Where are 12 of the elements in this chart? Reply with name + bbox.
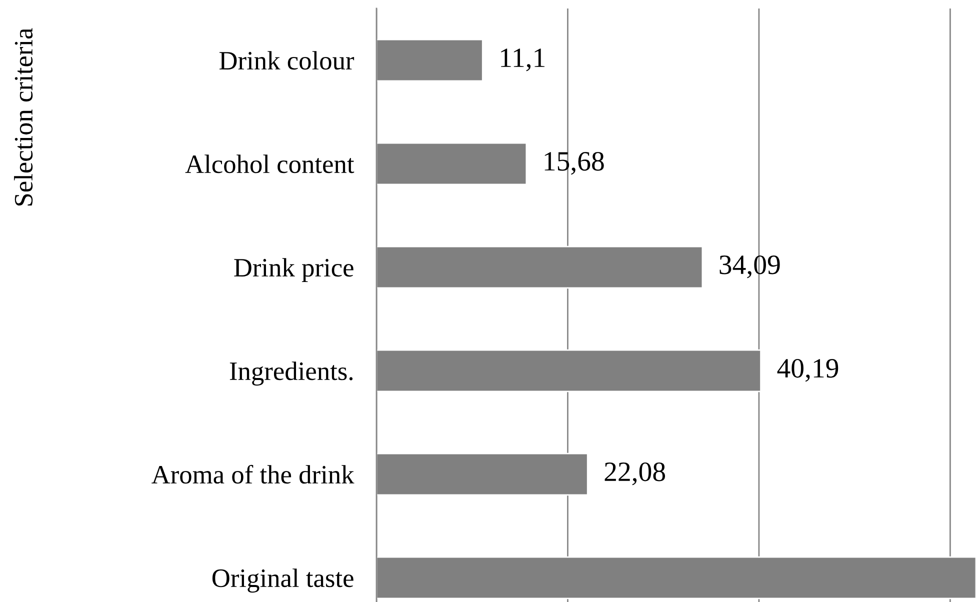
y-tick-label: Ingredients. bbox=[230, 362, 353, 386]
data-label: 34,09 bbox=[720, 255, 780, 278]
data-label: 22,08 bbox=[604, 462, 666, 486]
y-tick-label: Drink price bbox=[234, 258, 354, 282]
data-label: 11,1 bbox=[501, 48, 545, 72]
y-tick-label: Aroma of the drink bbox=[152, 464, 354, 484]
y-tick-label: Drink colour bbox=[219, 51, 354, 70]
y-tick-label: Alcohol content bbox=[185, 154, 354, 174]
data-label: 15,68 bbox=[544, 152, 604, 175]
y-tick-label: Original taste bbox=[212, 568, 354, 593]
y-axis-title: Selection criteria bbox=[14, 28, 33, 206]
data-label: 40,19 bbox=[777, 358, 838, 382]
